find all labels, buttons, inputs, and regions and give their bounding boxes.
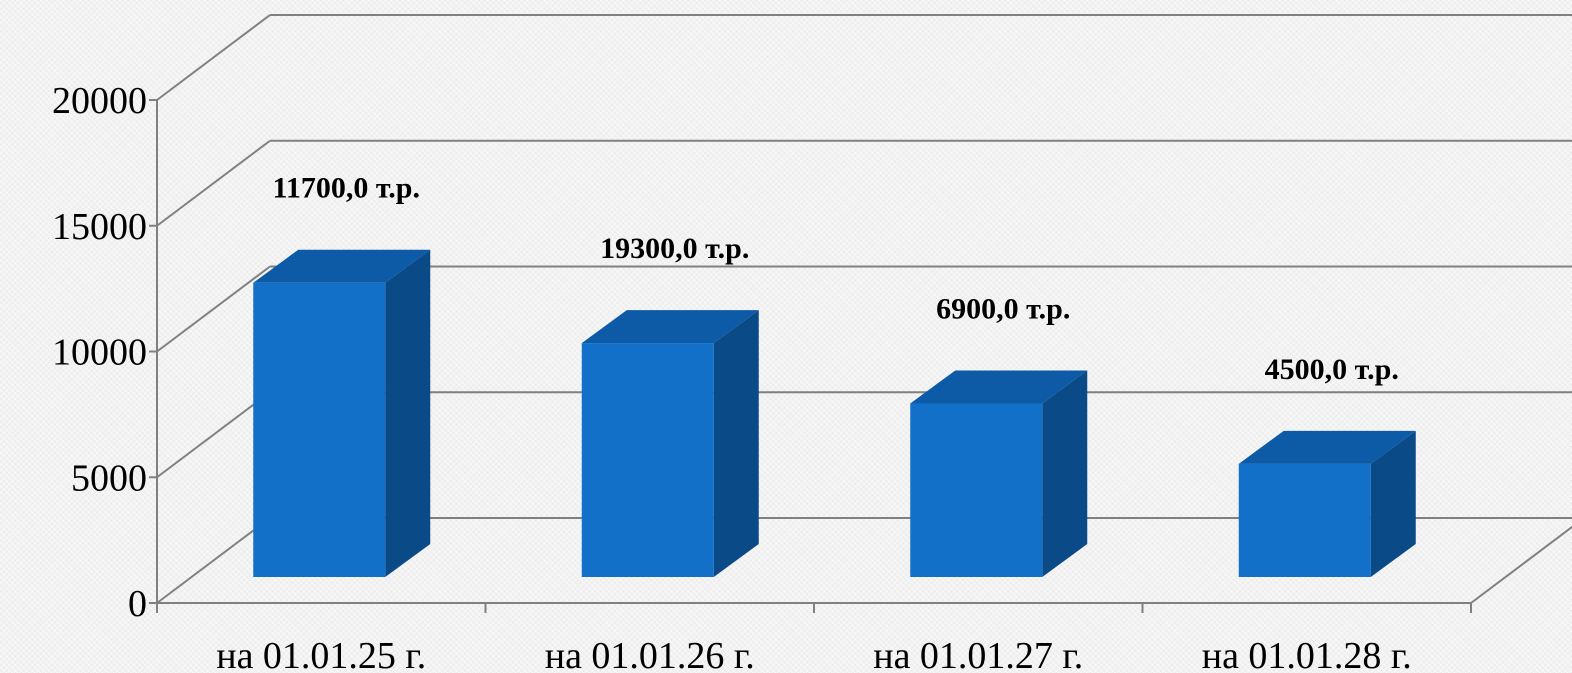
gridline-diagonal-1 — [156, 391, 271, 479]
axes: 0 5000 10000 15000 20000 на 01.01.25 г. на 01.… — [52, 80, 1472, 673]
bar-side — [385, 249, 431, 577]
data-label: 19300,0 т.р. — [600, 232, 749, 265]
floor-edge — [1470, 525, 1572, 604]
bar-side — [1042, 370, 1088, 577]
bar — [581, 343, 714, 577]
data-label: 6900,0 т.р. — [936, 292, 1070, 325]
y-tick-label: 5000 — [71, 457, 147, 499]
x-tick-label: на 01.01.28 г. — [1202, 635, 1412, 673]
gridline-diagonal-4 — [156, 14, 271, 101]
x-tick-label: на 01.01.27 г. — [873, 635, 1083, 673]
y-tick-label: 10000 — [52, 332, 147, 374]
bar — [1238, 463, 1371, 577]
bars — [253, 249, 1416, 577]
bar-side — [1370, 430, 1416, 577]
x-tick-label: на 01.01.25 г. — [216, 635, 426, 673]
bar-top — [581, 310, 759, 344]
gridline-diagonal-0 — [156, 517, 271, 604]
gridline-diagonal-2 — [156, 265, 271, 353]
data-label: 4500,0 т.р. — [1265, 353, 1399, 386]
bar — [910, 403, 1043, 577]
bar — [253, 282, 386, 577]
y-tick-label: 0 — [128, 583, 147, 625]
bar-side — [713, 310, 759, 577]
data-label: 11700,0 т.р. — [272, 172, 420, 205]
bar-top — [1238, 430, 1416, 464]
bar-top — [253, 249, 431, 283]
bar-top — [910, 370, 1088, 404]
gridline-diagonal-3 — [156, 139, 271, 227]
y-tick-label: 15000 — [52, 206, 147, 248]
x-tick-label: на 01.01.26 г. — [545, 635, 755, 673]
y-tick-label: 20000 — [52, 80, 147, 122]
data-labels: 11700,0 т.р. 19300,0 т.р. 6900,0 т.р. 4500,… — [272, 172, 1398, 386]
